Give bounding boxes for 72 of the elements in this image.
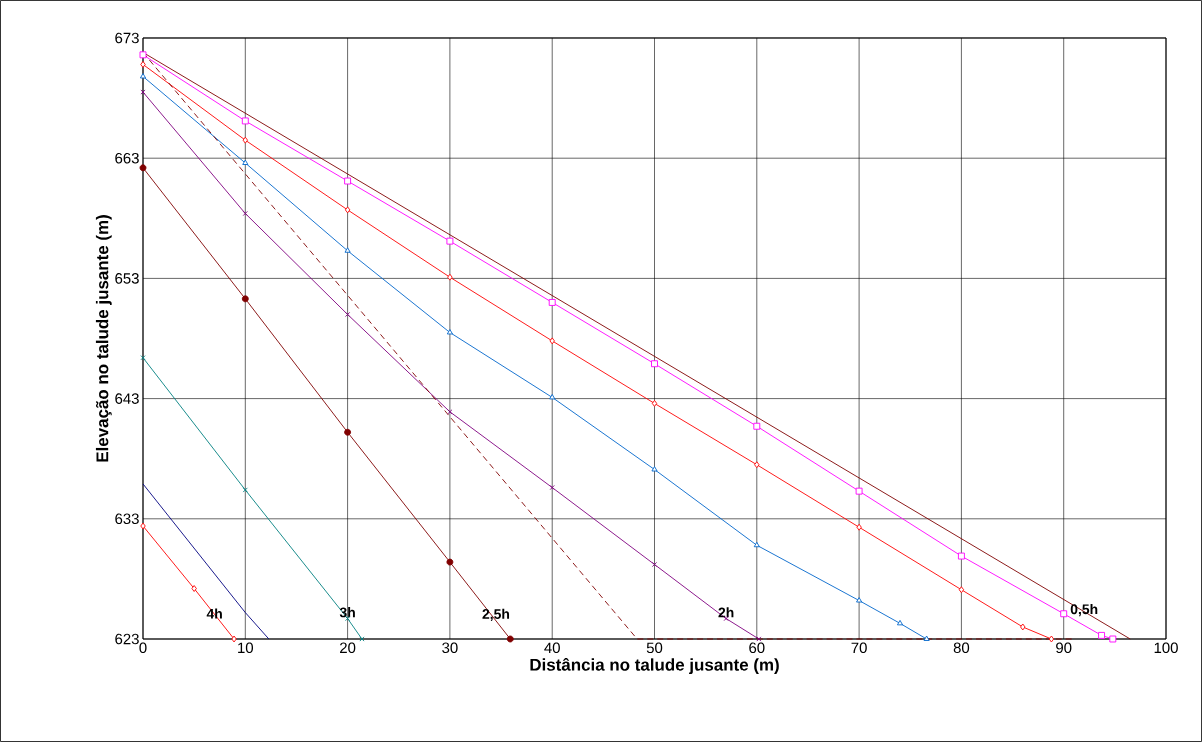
point — [549, 484, 555, 491]
point — [958, 586, 965, 594]
y-tick-label: 623 — [115, 633, 139, 645]
point — [344, 206, 351, 214]
point — [756, 636, 762, 642]
point — [359, 636, 365, 642]
point — [651, 466, 658, 472]
point — [140, 61, 146, 68]
annotation: 2,5h — [482, 608, 510, 621]
point — [241, 295, 249, 303]
annotation: 3h — [339, 607, 355, 618]
point — [856, 523, 862, 531]
point — [242, 210, 248, 217]
point — [344, 428, 352, 436]
point — [753, 541, 760, 548]
point — [242, 136, 248, 144]
point — [140, 355, 146, 361]
point — [446, 558, 454, 566]
point — [896, 619, 904, 626]
point — [242, 159, 249, 165]
point — [446, 237, 454, 245]
x-tick-label: 70 — [851, 642, 867, 654]
y-tick-label: 653 — [115, 273, 139, 284]
point — [242, 487, 248, 493]
point — [923, 635, 930, 641]
point — [1109, 635, 1117, 643]
annotation: 2h — [718, 607, 734, 618]
y-tick-label: 633 — [115, 513, 139, 525]
point — [345, 311, 351, 318]
x-tick-label: 10 — [238, 642, 254, 654]
point — [140, 522, 146, 530]
point — [344, 177, 352, 185]
point — [447, 409, 453, 415]
point — [191, 585, 197, 592]
point — [548, 299, 556, 306]
point — [957, 552, 965, 560]
x-tick-label: 0 — [139, 642, 147, 654]
point — [753, 422, 761, 430]
y-axis-title: Elevação no talude jusante (m) — [95, 215, 112, 462]
point — [1060, 610, 1068, 618]
point — [139, 164, 147, 172]
x-tick-label: 20 — [340, 642, 356, 654]
point — [1048, 635, 1055, 643]
point — [447, 273, 453, 281]
x-tick-label: 40 — [544, 642, 560, 654]
y-tick-label: 673 — [115, 32, 139, 44]
point — [1098, 631, 1105, 639]
point — [231, 635, 237, 643]
y-tick-label: 663 — [115, 152, 139, 164]
point — [241, 117, 249, 125]
x-tick-label: 60 — [749, 642, 765, 654]
point — [1020, 623, 1026, 631]
point — [139, 51, 147, 59]
x-tick-label: 80 — [953, 642, 970, 654]
point — [754, 461, 760, 469]
point — [651, 399, 658, 407]
y-tick-label: 643 — [115, 393, 139, 404]
point — [344, 247, 351, 253]
point — [651, 360, 658, 368]
point — [506, 635, 514, 643]
x-tick-label: 90 — [1056, 642, 1072, 654]
x-tick-label: 50 — [646, 642, 663, 654]
x-tick-label: 30 — [442, 642, 458, 654]
point — [446, 329, 453, 335]
point — [549, 337, 555, 345]
x-tick-label: 100 — [1154, 642, 1178, 654]
point — [855, 487, 863, 495]
annotation: 4h — [206, 608, 222, 619]
point — [140, 89, 146, 95]
point — [549, 393, 556, 400]
point — [856, 597, 863, 603]
x-axis-title: Distância no talude jusante (m) — [530, 657, 779, 675]
